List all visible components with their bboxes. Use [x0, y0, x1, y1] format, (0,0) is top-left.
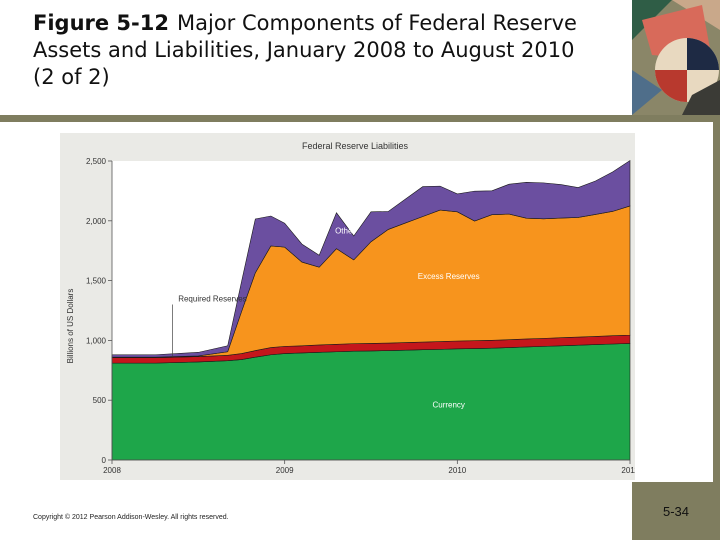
y-tick-label: 1,500 [86, 277, 107, 286]
y-tick-label: 2,000 [86, 217, 107, 226]
area-other [111, 159, 631, 358]
y-tick-label: 0 [102, 456, 107, 465]
decorative-art-image [632, 0, 720, 115]
series-labels: Currency Excess Reserves Other Required Res… [172, 227, 480, 410]
y-tick-label: 500 [93, 396, 107, 405]
top-rule [0, 115, 720, 122]
annotation-required-reserves: Required Reserves [178, 295, 246, 304]
series-label-excess-reserves: Excess Reserves [418, 272, 480, 281]
copyright-notice: Copyright © 2012 Pearson Addison-Wesley.… [33, 514, 229, 521]
y-tick-label: 2,500 [86, 157, 107, 166]
series-label-currency: Currency [432, 401, 464, 410]
y-axis-label: Billions of US Dollars [66, 289, 75, 364]
x-tick-label: 2010 [448, 466, 466, 475]
chart-panel: Federal Reserve Liabilities Billions of … [60, 133, 635, 480]
slide-title: Figure 5-12 Major Components of Federal R… [33, 10, 593, 91]
x-tick-label: 2011 [621, 466, 635, 475]
axes: 0 500 1,000 1,500 2,000 2,500 2008 2009 2010 2011 [86, 157, 635, 475]
liabilities-chart: Federal Reserve Liabilities Billions of … [66, 141, 635, 475]
x-tick-label: 2009 [276, 466, 294, 475]
y-tick-label: 1,000 [86, 336, 107, 345]
stacked-areas [111, 159, 631, 461]
figure-title: Major Components of Federal Reserve Asse… [33, 11, 577, 89]
x-tick-label: 2008 [103, 466, 121, 475]
page-number: 5-34 [632, 482, 720, 540]
side-rule [713, 122, 720, 482]
figure-label: Figure 5-12 [33, 11, 169, 35]
series-label-other: Other [335, 227, 355, 236]
chart-title: Federal Reserve Liabilities [302, 141, 409, 151]
